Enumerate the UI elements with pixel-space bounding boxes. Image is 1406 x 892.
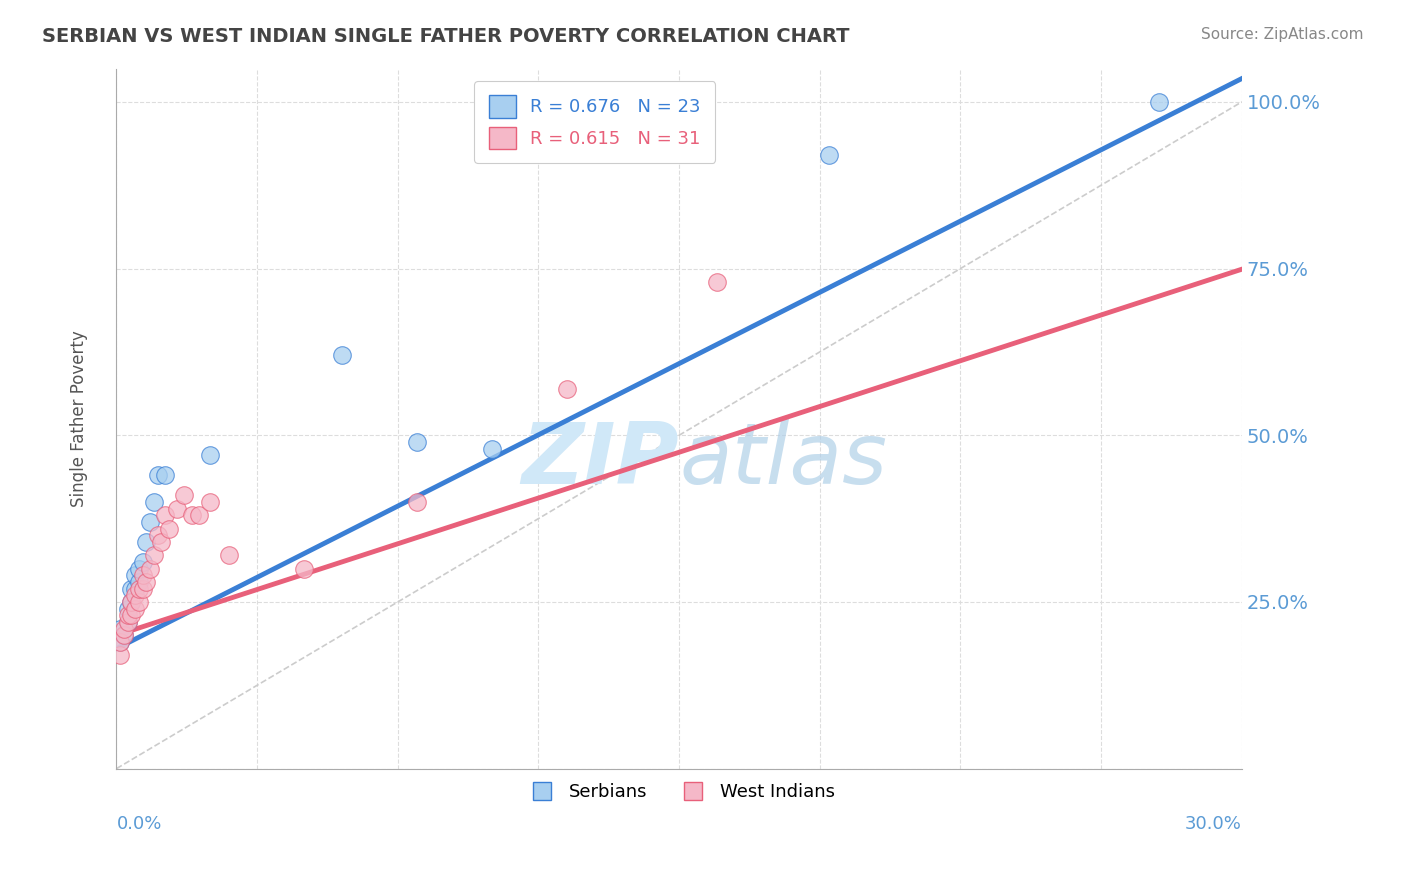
Point: [135, 535, 157, 549]
Text: Source: ZipAtlas.com: Source: ZipAtlas.com: [1201, 27, 1364, 42]
Text: 30.0%: 30.0%: [1185, 815, 1241, 833]
Point: [117, 608, 139, 623]
Point: [200, 448, 222, 462]
Point: [124, 588, 146, 602]
Point: [110, 622, 132, 636]
Point: [818, 148, 841, 162]
Text: 0.0%: 0.0%: [117, 815, 162, 833]
Point: [146, 528, 169, 542]
Point: [405, 434, 427, 449]
Point: [200, 495, 222, 509]
Point: [706, 275, 728, 289]
Point: [128, 582, 150, 596]
Point: [110, 635, 132, 649]
Point: [121, 595, 143, 609]
Point: [124, 568, 146, 582]
Point: [157, 522, 180, 536]
Point: [112, 628, 135, 642]
Point: [143, 495, 166, 509]
Point: [143, 548, 166, 562]
Point: [128, 561, 150, 575]
Point: [117, 601, 139, 615]
Point: [128, 595, 150, 609]
Point: [132, 555, 155, 569]
Point: [112, 622, 135, 636]
Point: [124, 582, 146, 596]
Point: [292, 561, 315, 575]
Point: [150, 535, 173, 549]
Point: [330, 348, 353, 362]
Point: [135, 574, 157, 589]
Point: [124, 601, 146, 615]
Point: [132, 568, 155, 582]
Point: [555, 382, 578, 396]
Point: [121, 582, 143, 596]
Point: [139, 515, 162, 529]
Point: [139, 561, 162, 575]
Point: [155, 468, 177, 483]
Point: [180, 508, 202, 523]
Point: [405, 495, 427, 509]
Point: [188, 508, 211, 523]
Point: [110, 635, 132, 649]
Text: Single Father Poverty: Single Father Poverty: [70, 330, 89, 507]
Point: [166, 501, 188, 516]
Point: [110, 648, 132, 663]
Text: ZIP: ZIP: [522, 419, 679, 502]
Point: [132, 582, 155, 596]
Point: [128, 574, 150, 589]
Point: [1149, 95, 1171, 109]
Point: [481, 442, 503, 456]
Point: [121, 608, 143, 623]
Point: [218, 548, 240, 562]
Point: [155, 508, 177, 523]
Text: atlas: atlas: [679, 419, 887, 502]
Point: [117, 615, 139, 629]
Point: [146, 468, 169, 483]
Point: [121, 595, 143, 609]
Point: [112, 628, 135, 642]
Point: [117, 615, 139, 629]
Point: [173, 488, 195, 502]
Legend: Serbians, West Indians: Serbians, West Indians: [516, 776, 842, 808]
Text: SERBIAN VS WEST INDIAN SINGLE FATHER POVERTY CORRELATION CHART: SERBIAN VS WEST INDIAN SINGLE FATHER POV…: [42, 27, 849, 45]
